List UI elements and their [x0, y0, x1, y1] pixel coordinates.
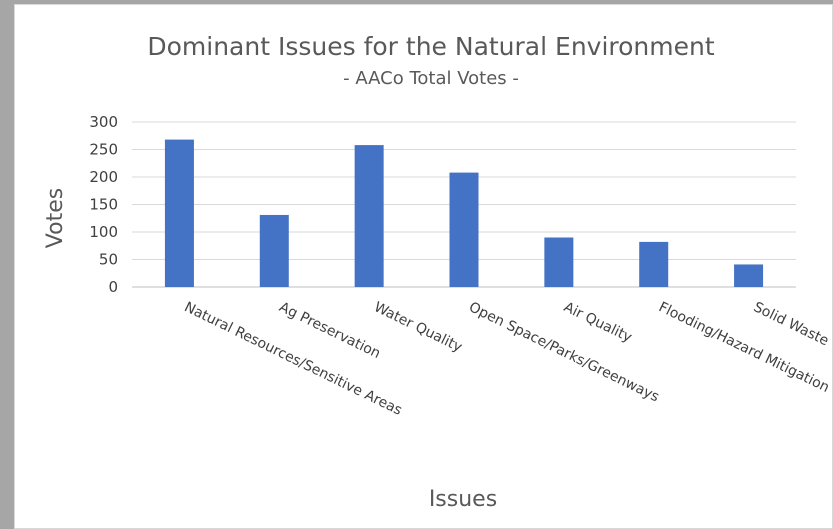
x-axis-title: Issues [429, 487, 497, 512]
chart-subtitle: - AACo Total Votes - [343, 68, 519, 89]
y-tick-label: 100 [89, 223, 118, 241]
x-tick-label: Flooding/Hazard Mitigation [656, 299, 832, 396]
bar [544, 237, 574, 287]
y-axis-title: Votes [43, 188, 68, 248]
y-tick-label: 0 [108, 278, 118, 296]
y-tick-label: 50 [99, 251, 118, 269]
x-tick-label: Open Space/Parks/Greenways [466, 299, 661, 405]
y-tick-label: 150 [89, 196, 118, 214]
bar [259, 214, 289, 287]
y-tick-label: 200 [89, 168, 118, 186]
x-tick-label: Solid Waste [751, 299, 831, 349]
bar [449, 172, 479, 287]
y-tick-label: 250 [89, 141, 118, 159]
bar [734, 264, 764, 287]
bar [639, 241, 669, 287]
chart-card [14, 4, 833, 529]
y-tick-labels: 0 50 100 150 200 250 300 [89, 113, 118, 296]
x-tick-label: Water Quality [371, 299, 464, 355]
bars [164, 139, 764, 287]
chart-title: Dominant Issues for the Natural Environm… [147, 32, 715, 61]
x-tick-label: Air Quality [561, 299, 634, 346]
y-tick-label: 300 [89, 113, 118, 131]
bar [354, 145, 384, 287]
bar [164, 139, 194, 287]
